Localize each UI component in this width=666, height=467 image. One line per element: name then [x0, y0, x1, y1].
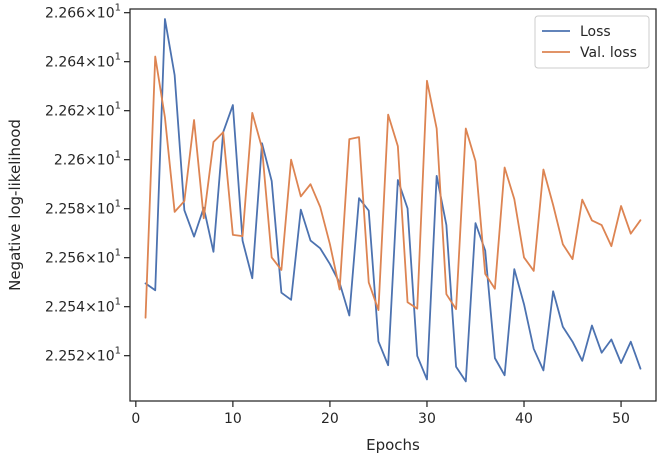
y-tick-exponent: 1	[115, 199, 121, 210]
y-tick-mantissa: 2.258	[45, 202, 85, 218]
y-tick-exponent: 1	[115, 3, 121, 14]
plot-frame	[129, 8, 657, 402]
y-tick-label: 2.264×101	[45, 52, 121, 71]
y-tick-base: 10	[97, 349, 115, 365]
x-tick-label: 40	[515, 411, 533, 427]
legend-box	[534, 15, 650, 69]
y-tick-base: 10	[97, 6, 115, 22]
y-tick-exponent: 1	[115, 297, 121, 308]
x-tick-label: 10	[224, 411, 242, 427]
y-tick-mantissa: 2.256	[45, 251, 85, 267]
x-tick-label: 30	[418, 411, 436, 427]
y-tick-exponent: 1	[115, 52, 121, 63]
y-tick-label: 2.262×101	[45, 101, 121, 120]
y-axis-label: Negative log-likelihood	[6, 119, 24, 291]
y-tick-times: ×	[85, 6, 97, 22]
y-tick-base: 10	[97, 55, 115, 71]
y-tick-mantissa: 2.262	[45, 104, 85, 120]
y-axis: 2.252×1012.254×1012.256×1012.258×1012.26…	[45, 3, 130, 365]
series-lines	[144, 18, 642, 383]
x-axis: 0 10 20 30 40 50	[131, 401, 630, 427]
y-tick-mantissa: 2.26	[54, 153, 85, 169]
series-line-loss	[144, 18, 642, 383]
y-tick-times: ×	[85, 251, 97, 267]
y-tick-mantissa: 2.254	[45, 300, 85, 316]
x-tick-label: 50	[612, 411, 630, 427]
x-tick-label: 20	[321, 411, 339, 427]
y-tick-times: ×	[85, 55, 97, 71]
y-tick-base: 10	[97, 251, 115, 267]
y-tick-base: 10	[97, 153, 115, 169]
x-axis-label: Epochs	[366, 436, 420, 454]
y-tick-mantissa: 2.266	[45, 6, 85, 22]
y-tick-label: 2.26×101	[54, 150, 121, 169]
y-tick-mantissa: 2.252	[45, 349, 85, 365]
y-tick-times: ×	[85, 104, 97, 120]
y-tick-label: 2.266×101	[45, 3, 121, 22]
y-tick-times: ×	[85, 300, 97, 316]
y-tick-mantissa: 2.264	[45, 55, 85, 71]
y-tick-base: 10	[97, 202, 115, 218]
y-tick-label: 2.258×101	[45, 199, 121, 218]
y-tick-exponent: 1	[115, 150, 121, 161]
series-line-val-loss	[144, 55, 642, 319]
y-tick-label: 2.254×101	[45, 297, 121, 316]
y-tick-times: ×	[85, 202, 97, 218]
y-tick-base: 10	[97, 104, 115, 120]
y-tick-exponent: 1	[115, 248, 121, 259]
y-tick-times: ×	[85, 153, 97, 169]
legend-label: Loss	[580, 24, 611, 40]
legend: Loss Val. loss	[534, 15, 650, 69]
y-tick-label: 2.256×101	[45, 248, 121, 267]
x-tick-label: 0	[131, 411, 140, 427]
y-tick-exponent: 1	[115, 101, 121, 112]
legend-label: Val. loss	[580, 45, 637, 61]
y-tick-base: 10	[97, 300, 115, 316]
y-tick-label: 2.252×101	[45, 346, 121, 365]
y-tick-times: ×	[85, 349, 97, 365]
y-tick-exponent: 1	[115, 346, 121, 357]
